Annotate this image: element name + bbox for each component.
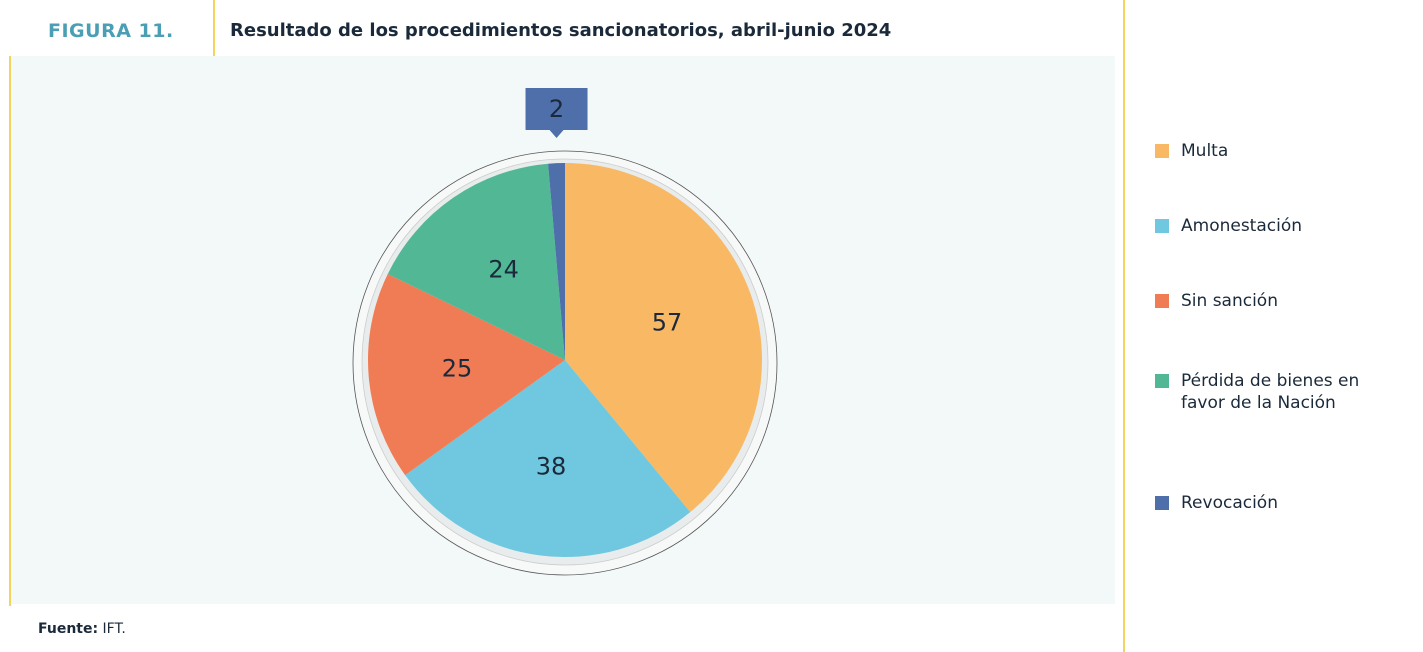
data-label: 57: [652, 308, 683, 336]
pie-slice: [367, 273, 565, 476]
legend-item: Revocación: [1155, 492, 1371, 514]
legend-item: Sin sanción: [1155, 290, 1371, 312]
pie-slice: [548, 163, 565, 360]
legend-label: Sin sanción: [1181, 291, 1278, 311]
legend-label: Amonestación: [1181, 216, 1303, 236]
pie-slice: [565, 163, 762, 513]
legend-label: Multa: [1181, 141, 1229, 161]
callout-box: [525, 88, 588, 130]
source-label: Fuente:: [38, 621, 99, 637]
legend-swatch: [1155, 219, 1169, 233]
legend-item: Amonestación: [1155, 215, 1371, 237]
source-text: IFT.: [102, 621, 126, 637]
divider: [213, 0, 215, 56]
pie-slice: [387, 163, 565, 360]
legend-swatch: [1155, 374, 1169, 388]
legend-label: Revocación: [1181, 493, 1278, 513]
data-label: 25: [442, 354, 473, 382]
chart-title: Resultado de los procedimientos sanciona…: [230, 20, 892, 41]
data-label: 38: [536, 452, 567, 480]
source: Fuente: IFT.: [38, 621, 126, 637]
figure-label: FIGURA 11.: [48, 20, 174, 42]
divider: [9, 56, 11, 606]
data-label: 2: [549, 95, 564, 123]
legend-item: Multa: [1155, 140, 1371, 162]
legend-swatch: [1155, 144, 1169, 158]
divider: [1123, 0, 1125, 652]
data-label: 24: [488, 256, 519, 284]
legend-swatch: [1155, 294, 1169, 308]
pie-slice: [405, 360, 691, 558]
callout-pointer: [549, 130, 564, 138]
legend-swatch: [1155, 496, 1169, 510]
legend-label: Pérdida de bienes en favor de la Nación: [1181, 371, 1360, 413]
legend-item: Pérdida de bienes en favor de la Nación: [1155, 370, 1371, 414]
